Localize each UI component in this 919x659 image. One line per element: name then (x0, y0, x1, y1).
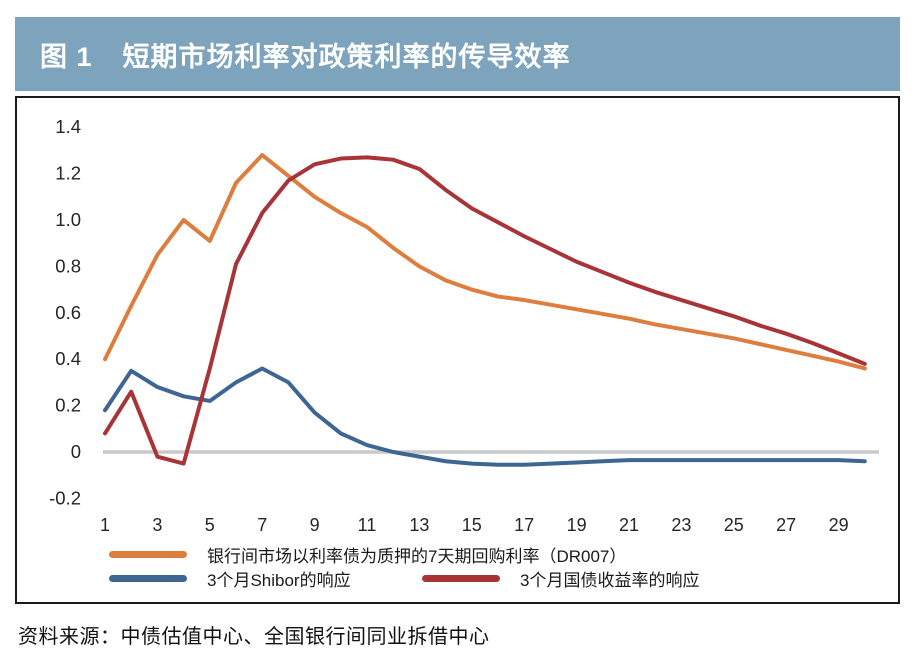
x-axis-tick-label: 13 (409, 515, 429, 535)
legend-row-2: 3个月Shibor的响应 3个月国债收益率的响应 (17, 566, 898, 590)
x-axis-tick-label: 11 (358, 515, 377, 535)
chart-container: 1.4 1.2 1.0 0.8 0.6 0.4 0.2 0 -0.2 1 3 5 7 9 11 13 15 17 1… (15, 96, 900, 604)
x-axis-tick-label: 27 (776, 515, 796, 535)
series-line-0 (103, 153, 867, 371)
y-axis-tick-label: 1.2 (55, 163, 81, 184)
y-axis-tick-label: 0 (71, 441, 81, 462)
legend-item-shibor: 3个月Shibor的响应 (109, 566, 351, 591)
figure-label: 图 1 (40, 41, 93, 72)
legend-row-1: 银行间市场以利率债为质押的7天期回购利率（DR007） (17, 542, 898, 566)
legend-item-treasury: 3个月国债收益率的响应 (422, 566, 699, 590)
treasury-legend-label: 3个月国债收益率的响应 (520, 570, 700, 590)
figure-title-bar: 图 1 短期市场利率对政策利率的传导效率 (15, 17, 900, 91)
x-axis-tick-label: 29 (829, 515, 849, 535)
shibor-legend-label: 3个月Shibor的响应 (207, 570, 351, 590)
treasury-line-swatch (422, 574, 500, 582)
y-axis-tick-label: 1.4 (55, 116, 81, 137)
y-axis-tick-label: 0.2 (55, 395, 81, 416)
y-axis-tick-label: 0.4 (55, 348, 81, 369)
x-axis-tick-label: 25 (724, 515, 744, 535)
x-axis-tick-label: 21 (619, 515, 639, 535)
x-axis-tick-label: 23 (671, 515, 691, 535)
y-axis-tick-label: 0.8 (55, 255, 81, 276)
dr007-line-swatch (109, 550, 187, 558)
legend-item-dr007: 银行间市场以利率债为质押的7天期回购利率（DR007） (109, 542, 626, 567)
line-chart: 1.41.21.00.80.60.40.20-0.21 3 5 7 9 11 13 15 17 1… (49, 116, 879, 535)
series-line-2 (103, 155, 867, 466)
x-axis-tick-label: 17 (514, 515, 534, 535)
x-axis-tick-label: 3 (152, 515, 162, 535)
x-axis-tick-label: 9 (310, 515, 320, 535)
source-note: 资料来源：中债估值中心、全国银行间同业拆借中心 (18, 626, 490, 648)
shibor-line-swatch (109, 574, 187, 582)
series-line-1 (103, 366, 867, 467)
y-axis-tick-label: 0.6 (55, 302, 81, 323)
x-axis-tick-label: 15 (462, 515, 482, 535)
figure-title: 短期市场利率对政策利率的传导效率 (122, 41, 571, 72)
y-axis-tick-label: -0.2 (49, 487, 81, 508)
x-axis-tick-label: 5 (205, 515, 215, 535)
y-axis-tick-label: 1.0 (55, 209, 81, 230)
x-axis-tick-label: 1 (100, 515, 110, 535)
x-axis-tick-label: 7 (257, 515, 267, 535)
dr007-legend-label: 银行间市场以利率债为质押的7天期回购利率（DR007） (207, 546, 627, 566)
x-axis-tick-label: 19 (567, 515, 587, 535)
